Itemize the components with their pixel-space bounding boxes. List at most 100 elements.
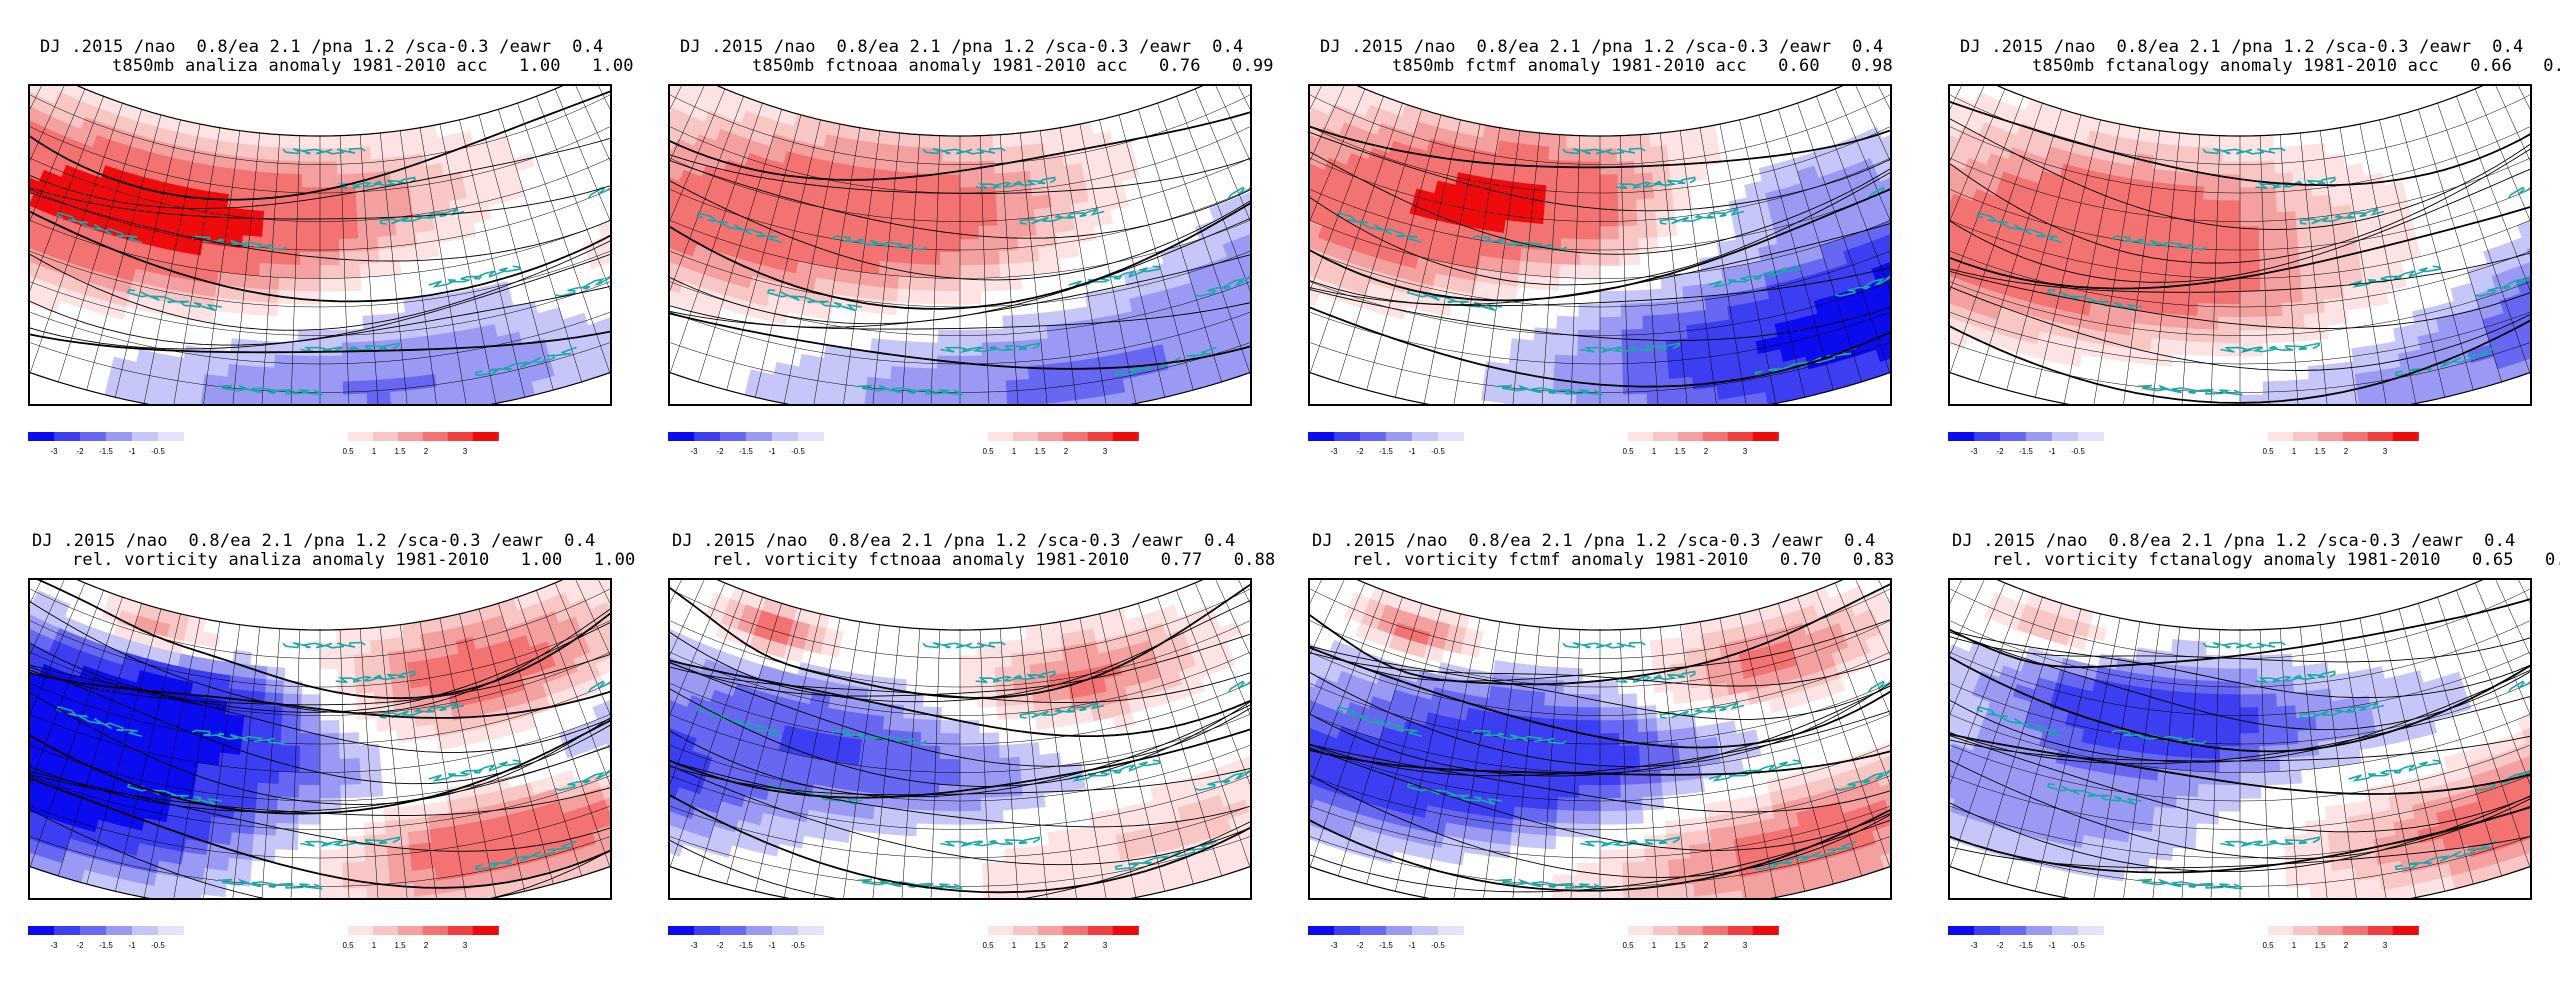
- shaded-cell: [938, 797, 961, 812]
- shaded-cell: [959, 213, 980, 227]
- shaded-cell: [1078, 890, 1104, 898]
- shaded-cell: [996, 211, 1017, 226]
- shaded-cell: [1554, 341, 1579, 357]
- colorbar-swatch: [1037, 432, 1064, 441]
- parallel-line: [1310, 311, 1890, 365]
- shaded-cell: [339, 251, 361, 266]
- colorbar-tick-label: -1: [768, 941, 776, 950]
- colorbar-svg: -3 -2 -1.5 -1 -0.5 0.5 1 1.5 2 3: [668, 926, 1139, 950]
- map-panel: DJ .2015 /nao 0.8/ea 2.1 /pna 1.2 /sca-0…: [1280, 0, 1920, 494]
- shaded-cell: [2203, 186, 2223, 201]
- shaded-cell: [2257, 186, 2277, 201]
- shaded-cell: [319, 161, 338, 176]
- shaded-cell: [237, 767, 260, 784]
- parallel-line: [1950, 281, 2530, 336]
- shaded-cell: [1532, 340, 1557, 356]
- shaded-cell: [299, 277, 321, 292]
- shaded-cell: [2286, 391, 2312, 404]
- colorbar-swatch: [1334, 432, 1360, 441]
- shaded-cell: [2155, 286, 2179, 303]
- shaded-cell: [379, 260, 402, 277]
- shaded-cell: [1231, 331, 1250, 351]
- shaded-cell: [280, 732, 302, 747]
- colorbar-tick-label: -1: [768, 447, 776, 456]
- shaded-cell: [1599, 368, 1624, 383]
- shaded-cell: [1494, 284, 1518, 301]
- shaded-cell: [937, 329, 961, 344]
- parallel-line: [670, 744, 1250, 802]
- contour-line: [1310, 188, 1890, 302]
- shaded-cell: [1686, 166, 1707, 183]
- colorbar-tick-label: -2: [716, 447, 724, 456]
- shaded-cell: [2239, 303, 2262, 318]
- shaded-cell: [2273, 159, 2293, 175]
- shaded-cell: [2301, 286, 2325, 303]
- colorbar-swatch: [158, 926, 184, 935]
- shaded-cell: [977, 199, 998, 214]
- shaded-cell: [917, 796, 940, 812]
- coastlines: [1976, 147, 2530, 396]
- parallel-line: [30, 620, 610, 688]
- shaded-cell: [2150, 338, 2175, 354]
- shaded-cell: [1554, 354, 1578, 370]
- shaded-cell: [914, 354, 938, 370]
- coastline-segment: [696, 705, 783, 738]
- shaded-cell: [300, 733, 321, 747]
- parallel-line: [670, 683, 1250, 745]
- shaded-cell: [959, 329, 983, 344]
- shaded-cell: [2298, 248, 2320, 264]
- shaded-cell: [376, 222, 398, 238]
- shaded-cell: [2281, 301, 2305, 317]
- colorbar: -3 -2 -1.5 -1 -0.5 0.5 1 1.5 2 3: [1308, 430, 1892, 458]
- shaded-cell: [1028, 376, 1054, 393]
- shaded-cell: [1561, 212, 1582, 227]
- colorbar: -3 -2 -1.5 -1 -0.5 0.5 1 1.5 2 3: [668, 924, 1252, 952]
- shaded-cell: [365, 860, 390, 876]
- coastline-segment: [191, 235, 287, 251]
- shaded-cell: [213, 297, 237, 314]
- shaded-cell: [1026, 351, 1052, 367]
- shaded-cell: [959, 394, 984, 404]
- shaded-cell: [2200, 238, 2222, 253]
- panel-header-text: DJ .2015 /nao 0.8/ea 2.1 /pna 1.2 /sca-0…: [40, 37, 604, 57]
- shaded-cell: [1018, 248, 1040, 264]
- shaded-cell: [298, 784, 321, 799]
- shaded-cell: [898, 262, 921, 278]
- contour-line: [37, 580, 610, 700]
- shaded-cell: [1642, 314, 1666, 330]
- shaded-cell: [959, 239, 980, 253]
- colorbar-swatch: [2292, 432, 2319, 441]
- shaded-cell: [1635, 185, 1655, 201]
- anomaly-map: [670, 86, 1250, 404]
- colorbar-swatch: [772, 432, 798, 441]
- shaded-cell: [1310, 289, 1320, 307]
- shaded-cell: [366, 885, 392, 898]
- coastline-segment: [2299, 207, 2385, 225]
- shaded-cell: [1599, 200, 1619, 215]
- shaded-cell: [2181, 224, 2203, 239]
- shaded-cell: [601, 628, 610, 646]
- shaded-cell: [914, 341, 939, 357]
- shaded-cell: [980, 796, 1003, 812]
- shaded-cell: [301, 200, 321, 215]
- shaded-cell: [267, 159, 287, 175]
- shaded-cell: [2300, 273, 2323, 290]
- shaded-cell: [940, 239, 961, 253]
- shaded-cell: [1654, 196, 1675, 212]
- parallel-line: [30, 311, 610, 365]
- colorbar-svg: -3 -2 -1.5 -1 -0.5 0.5 1 1.5 2 3: [28, 926, 499, 950]
- shaded-cell: [1504, 402, 1520, 404]
- shaded-cell: [1581, 187, 1601, 202]
- shaded-cell: [319, 200, 339, 215]
- shaded-cell: [1887, 149, 1890, 157]
- shaded-cell: [151, 392, 179, 404]
- panel-title-text: t850mb fctanalogy anomaly 1981-2010 acc …: [2032, 56, 2560, 76]
- shaded-cell: [1552, 393, 1577, 404]
- colorbar-swatch: [2268, 432, 2294, 441]
- colorbar-swatch: [2026, 432, 2052, 441]
- shaded-cell: [298, 797, 321, 812]
- anomaly-map: [1310, 580, 1890, 898]
- shaded-cell: [370, 639, 389, 655]
- shaded-cell: [1621, 315, 1644, 331]
- shaded-cell: [2517, 219, 2530, 238]
